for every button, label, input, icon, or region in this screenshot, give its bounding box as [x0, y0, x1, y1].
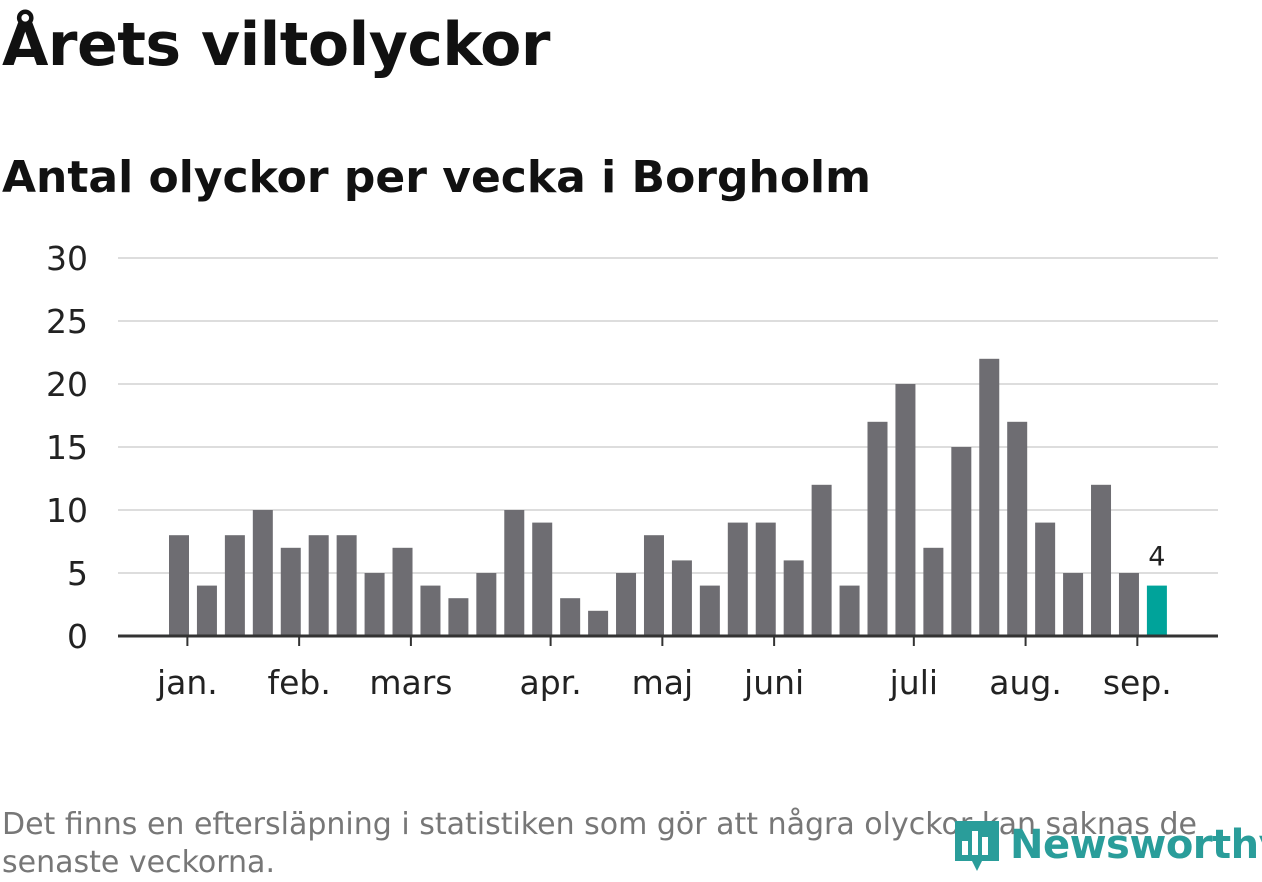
x-tick-label: feb. — [267, 663, 330, 702]
x-axis — [118, 634, 1218, 646]
bar — [336, 535, 357, 636]
x-tick-label: maj — [632, 663, 694, 702]
logo-text: Newsworthy — [1010, 822, 1262, 868]
bar — [755, 522, 776, 636]
bar — [923, 547, 944, 636]
annotations: 4 — [1148, 542, 1165, 573]
x-axis-labels: jan. feb. mars apr. maj juni juli aug. sep. — [156, 663, 1172, 702]
gridlines — [118, 257, 1218, 574]
y-tick-label: 25 — [46, 302, 88, 341]
y-tick-label: 5 — [67, 554, 88, 593]
bar-chart: 0 5 10 15 20 25 30 jan. feb. mars apr. maj juni juli… — [46, 239, 1218, 702]
bar — [867, 421, 888, 636]
x-tick-label: mars — [369, 663, 452, 702]
y-tick-label: 30 — [46, 239, 88, 278]
x-tick-label: juli — [889, 663, 938, 702]
bar — [839, 585, 860, 636]
x-tick-label: juni — [743, 663, 804, 702]
newsworthy-logo-icon — [955, 821, 999, 871]
bar — [783, 560, 804, 636]
bar — [588, 610, 609, 636]
bar — [699, 585, 720, 636]
bar — [196, 585, 217, 636]
bar — [1063, 573, 1084, 636]
bar — [811, 484, 832, 636]
bar — [169, 535, 189, 636]
y-tick-label: 20 — [46, 365, 88, 404]
x-tick-label: jan. — [156, 663, 218, 702]
bar — [280, 547, 301, 636]
x-tick-label: sep. — [1103, 663, 1172, 702]
bar — [951, 447, 972, 636]
y-tick-label: 10 — [46, 491, 88, 530]
bar — [1035, 522, 1056, 636]
y-tick-label: 15 — [46, 428, 88, 467]
bar — [504, 510, 525, 636]
highlight-value-label: 4 — [1148, 542, 1165, 573]
y-tick-label: 0 — [67, 617, 88, 656]
bar — [979, 358, 1000, 636]
bar — [1091, 484, 1112, 636]
bar — [420, 585, 441, 636]
x-tick-label: apr. — [520, 663, 582, 702]
bar — [643, 535, 664, 636]
chart-subtitle: Antal olyckor per vecka i Borgholm — [2, 152, 871, 203]
bar — [671, 560, 692, 636]
bar — [616, 573, 637, 636]
bar — [560, 598, 581, 636]
bar — [448, 598, 469, 636]
y-axis-ticks: 0 5 10 15 20 25 30 — [46, 239, 88, 656]
bar — [727, 522, 748, 636]
bar — [252, 510, 273, 636]
bar — [476, 573, 497, 636]
chart-title: Årets viltolyckor — [2, 10, 551, 80]
bar — [895, 384, 916, 636]
highlight-bar — [1146, 585, 1167, 636]
newsworthy-logo: Newsworthy — [952, 814, 1262, 876]
bar — [308, 535, 329, 636]
bar — [532, 522, 553, 636]
bar — [392, 547, 413, 636]
bars — [169, 358, 1167, 636]
bar — [1118, 573, 1139, 636]
bar — [224, 535, 245, 636]
x-tick-label: aug. — [989, 663, 1062, 702]
bar — [1007, 421, 1028, 636]
bar — [364, 573, 385, 636]
